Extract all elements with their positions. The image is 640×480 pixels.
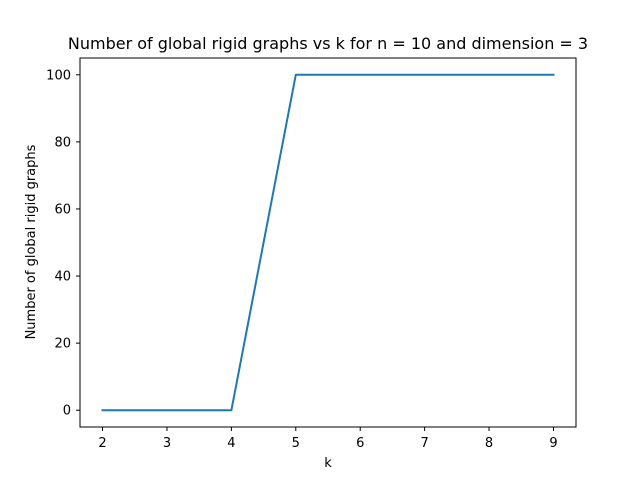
y-tick-label: 0 [63,404,71,419]
x-tick-label: 6 [356,436,364,451]
y-tick-label: 100 [46,68,71,83]
y-tick-label: 80 [54,135,71,150]
x-tick-label: 2 [98,436,106,451]
y-axis-label: Number of global rigid graphs [24,144,39,339]
x-tick-label: 8 [485,436,493,451]
y-tick-label: 40 [54,270,71,285]
chart-title: Number of global rigid graphs vs k for n… [68,34,588,53]
y-tick-label: 20 [54,337,71,352]
x-tick-label: 5 [292,436,300,451]
series-line-0 [101,73,555,412]
x-tick-label: 4 [227,436,235,451]
axes-frame [79,57,577,428]
x-axis-label: k [324,456,332,471]
x-tick-label: 7 [420,436,428,451]
plot-area: 2 3 4 5 6 7 8 9 0 20 40 60 80 100 [46,57,577,451]
y-tick-label: 60 [54,202,71,217]
x-tick-label: 9 [549,436,557,451]
x-tick-label: 3 [163,436,171,451]
